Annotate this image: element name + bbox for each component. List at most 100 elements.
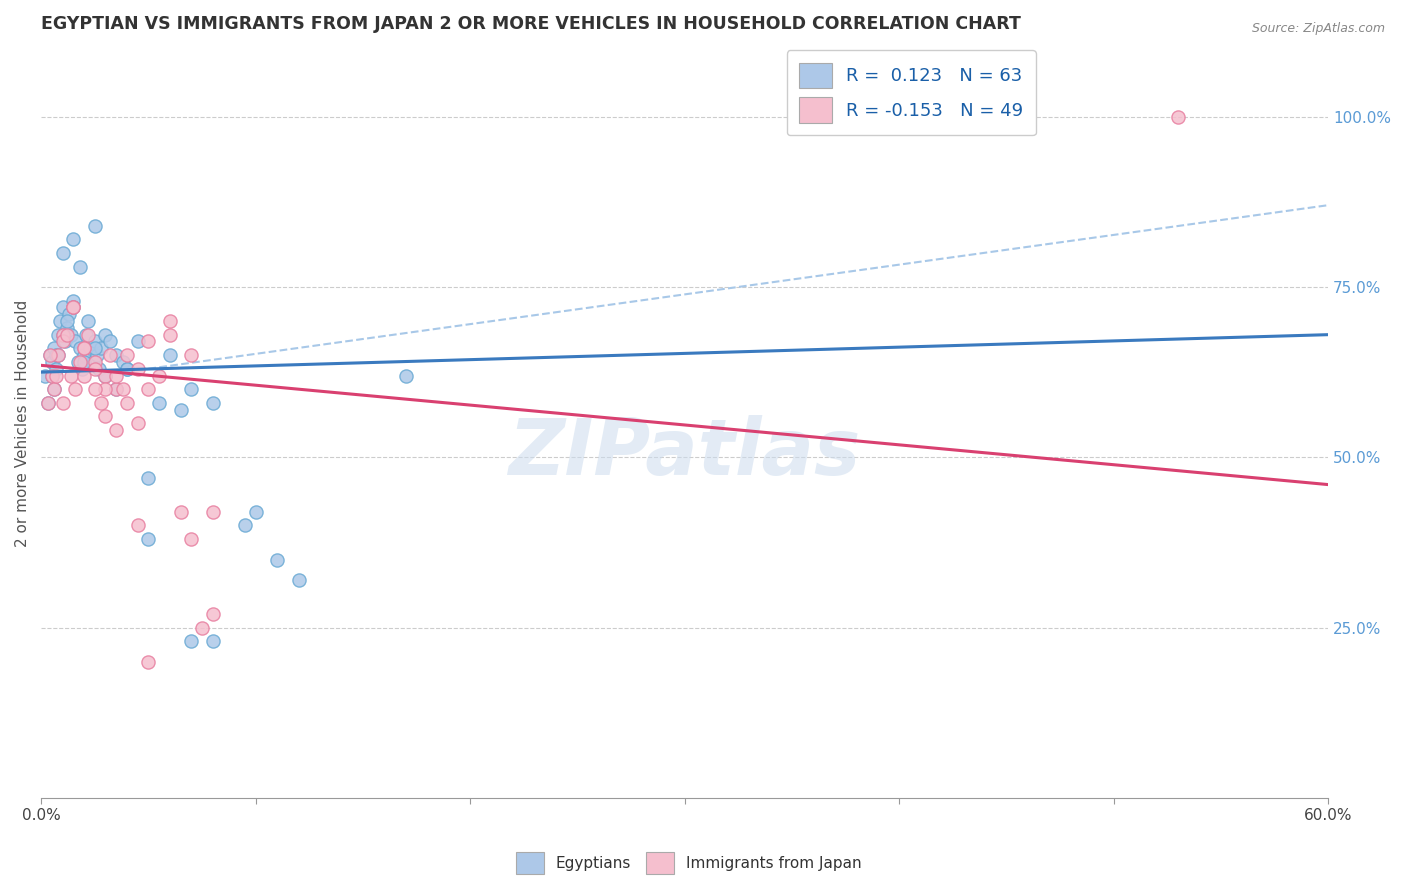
Text: EGYPTIAN VS IMMIGRANTS FROM JAPAN 2 OR MORE VEHICLES IN HOUSEHOLD CORRELATION CH: EGYPTIAN VS IMMIGRANTS FROM JAPAN 2 OR M… bbox=[41, 15, 1021, 33]
Point bbox=[127, 334, 149, 349]
Point bbox=[201, 607, 224, 621]
Point bbox=[69, 355, 91, 369]
Point bbox=[201, 505, 224, 519]
Point bbox=[191, 621, 214, 635]
Point bbox=[62, 293, 84, 308]
Point bbox=[90, 341, 112, 355]
Point bbox=[1167, 110, 1189, 124]
Point bbox=[41, 355, 63, 369]
Point bbox=[42, 382, 65, 396]
Point bbox=[169, 402, 191, 417]
Point bbox=[51, 327, 73, 342]
Point bbox=[87, 361, 110, 376]
Point bbox=[56, 321, 79, 335]
Point bbox=[233, 518, 256, 533]
Point bbox=[73, 348, 96, 362]
Point bbox=[62, 301, 84, 315]
Point bbox=[105, 423, 128, 437]
Point bbox=[111, 355, 134, 369]
Point bbox=[138, 334, 160, 349]
Point bbox=[51, 396, 73, 410]
Point bbox=[127, 361, 149, 376]
Point bbox=[69, 260, 91, 274]
Point bbox=[115, 361, 138, 376]
Point bbox=[94, 382, 117, 396]
Point bbox=[94, 409, 117, 424]
Point bbox=[62, 301, 84, 315]
Point bbox=[83, 341, 105, 355]
Point bbox=[115, 396, 138, 410]
Point bbox=[138, 532, 160, 546]
Point bbox=[34, 368, 56, 383]
Point bbox=[62, 301, 84, 315]
Point bbox=[46, 348, 69, 362]
Point bbox=[77, 314, 100, 328]
Point bbox=[73, 368, 96, 383]
Point bbox=[70, 361, 93, 376]
Point bbox=[245, 505, 267, 519]
Point bbox=[42, 382, 65, 396]
Point bbox=[60, 327, 83, 342]
Point bbox=[159, 314, 181, 328]
Point bbox=[180, 532, 202, 546]
Point bbox=[115, 361, 138, 376]
Text: ZIPatlas: ZIPatlas bbox=[509, 416, 860, 491]
Point bbox=[42, 341, 65, 355]
Point bbox=[37, 396, 59, 410]
Legend: R =  0.123   N = 63, R = -0.153   N = 49: R = 0.123 N = 63, R = -0.153 N = 49 bbox=[786, 50, 1036, 136]
Point bbox=[53, 334, 76, 349]
Y-axis label: 2 or more Vehicles in Household: 2 or more Vehicles in Household bbox=[15, 300, 30, 547]
Point bbox=[83, 355, 105, 369]
Point bbox=[180, 348, 202, 362]
Point bbox=[83, 219, 105, 233]
Point bbox=[105, 368, 128, 383]
Point bbox=[56, 327, 79, 342]
Point bbox=[180, 634, 202, 648]
Point bbox=[65, 334, 87, 349]
Point bbox=[115, 348, 138, 362]
Point bbox=[105, 382, 128, 396]
Point bbox=[77, 327, 100, 342]
Point bbox=[148, 396, 170, 410]
Legend: Egyptians, Immigrants from Japan: Egyptians, Immigrants from Japan bbox=[510, 846, 868, 880]
Point bbox=[38, 348, 60, 362]
Point bbox=[45, 361, 67, 376]
Point bbox=[46, 327, 69, 342]
Point bbox=[138, 655, 160, 669]
Point bbox=[83, 334, 105, 349]
Point bbox=[45, 368, 67, 383]
Point bbox=[138, 471, 160, 485]
Point bbox=[51, 246, 73, 260]
Point bbox=[65, 382, 87, 396]
Point bbox=[159, 348, 181, 362]
Point bbox=[98, 348, 121, 362]
Point bbox=[90, 396, 112, 410]
Point bbox=[73, 355, 96, 369]
Point bbox=[83, 361, 105, 376]
Point bbox=[46, 348, 69, 362]
Point bbox=[169, 505, 191, 519]
Point bbox=[73, 341, 96, 355]
Point bbox=[159, 327, 181, 342]
Point bbox=[86, 348, 108, 362]
Point bbox=[60, 368, 83, 383]
Point bbox=[37, 396, 59, 410]
Point bbox=[105, 348, 128, 362]
Point bbox=[148, 368, 170, 383]
Point bbox=[111, 382, 134, 396]
Point bbox=[49, 314, 72, 328]
Point bbox=[138, 382, 160, 396]
Point bbox=[287, 573, 309, 587]
Point bbox=[51, 334, 73, 349]
Point bbox=[69, 341, 91, 355]
Point bbox=[201, 396, 224, 410]
Text: Source: ZipAtlas.com: Source: ZipAtlas.com bbox=[1251, 22, 1385, 36]
Point bbox=[75, 327, 97, 342]
Point bbox=[94, 368, 117, 383]
Point bbox=[94, 368, 117, 383]
Point bbox=[98, 334, 121, 349]
Point bbox=[201, 634, 224, 648]
Point bbox=[79, 341, 101, 355]
Point bbox=[105, 382, 128, 396]
Point bbox=[51, 327, 73, 342]
